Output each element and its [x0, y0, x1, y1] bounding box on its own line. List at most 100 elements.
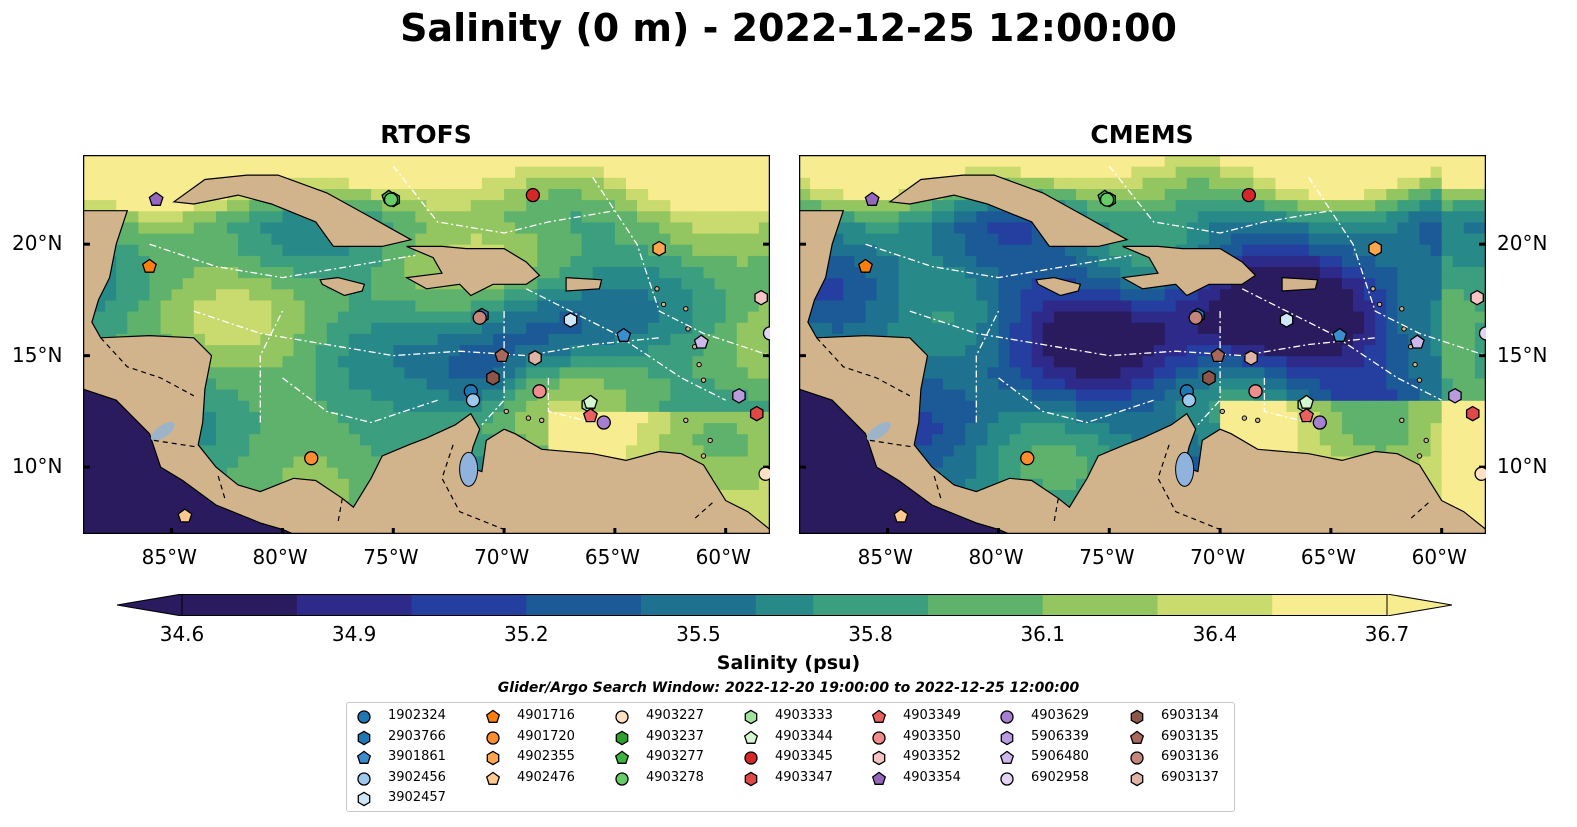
map-frame: [83, 155, 770, 534]
colorbar-tick-label: 34.9: [331, 622, 377, 646]
eez-boundary: [282, 377, 438, 424]
legend-label: 4902476: [517, 769, 575, 785]
land-0: [888, 174, 1129, 248]
legend-marker-hexagon: [357, 730, 371, 745]
search-window-text: Glider/Argo Search Window: 2022-12-20 19…: [497, 680, 1080, 696]
panel-title-cmems: CMEMS: [1090, 120, 1194, 149]
obs-marker-4902355: [1368, 240, 1382, 257]
obs-marker-5906339: [1448, 387, 1462, 404]
x-tick-label: 65°W: [1300, 545, 1357, 569]
obs-marker-6903137: [528, 350, 542, 366]
country-border: [692, 502, 713, 522]
colorbar-label: Salinity (psu): [716, 652, 861, 674]
colorbar-tick-label: 36.4: [1192, 622, 1238, 646]
legend-symbol: [872, 750, 886, 766]
legend-marker-hexagon: [486, 750, 500, 766]
small-island: [1370, 286, 1376, 292]
legend-marker-pentagon: [614, 750, 630, 764]
legend-symbol: [1000, 710, 1014, 724]
map-panel-rtofs: [83, 155, 770, 534]
colorbar-segment: [755, 594, 814, 616]
colorbar-segment: [1100, 594, 1159, 616]
legend-symbol: [1000, 771, 1014, 786]
colorbar-segment: [1157, 594, 1216, 616]
lake-maracaibo: [1175, 451, 1195, 487]
land-1: [1035, 276, 1082, 297]
legend-marker-circle: [486, 730, 500, 745]
legend-marker-hexagon: [1130, 771, 1144, 786]
small-island: [539, 417, 545, 423]
obs-marker-4903350: [1248, 384, 1263, 399]
obs-marker-4903350: [532, 384, 547, 399]
obs-marker-4903629: [596, 415, 611, 430]
land-2: [1120, 245, 1257, 297]
obs-marker-6902958: [762, 326, 770, 341]
small-island: [683, 306, 689, 312]
country-border: [1053, 498, 1059, 524]
obs-marker-6902958: [1478, 326, 1486, 341]
colorbar-segment: [1272, 594, 1331, 616]
country-border: [441, 444, 505, 531]
eez-boundary: [865, 243, 1132, 279]
legend-label: 4903349: [903, 708, 961, 723]
legend-symbol: [357, 710, 371, 724]
legend-label: 4903277: [646, 749, 704, 764]
legend-symbol: [743, 730, 759, 744]
legend-marker-pentagon: [485, 771, 501, 785]
legend-label: 6903135: [1161, 728, 1219, 744]
small-island: [685, 326, 691, 332]
obs-marker-4903345: [1241, 187, 1257, 203]
colorbar-segment: [239, 594, 298, 616]
legend-symbol: [1000, 730, 1014, 745]
land-2: [404, 245, 541, 297]
colorbar-segment: [354, 594, 413, 616]
legend-marker-circle: [615, 771, 629, 786]
legend-marker-hexagon: [357, 791, 371, 807]
legend-marker-hexagon: [1130, 709, 1144, 725]
obs-marker-4903278: [1099, 192, 1115, 207]
colorbar-segment: [698, 594, 757, 616]
x-tick-label: 85°W: [857, 545, 913, 569]
legend-marker-circle: [872, 730, 886, 745]
small-island: [700, 377, 707, 383]
country-border: [1157, 444, 1221, 531]
legend-marker-pentagon: [999, 750, 1015, 764]
y-tick-label: 15°N: [1497, 342, 1548, 367]
obs-marker-4903352: [754, 289, 768, 306]
legend-marker-hexagon: [1000, 730, 1014, 745]
legend-symbol: [486, 750, 500, 766]
legend-marker-hexagon: [744, 771, 758, 786]
legend-symbol: [486, 730, 500, 745]
legend-marker-circle: [615, 710, 629, 724]
legend-marker-circle: [357, 710, 371, 724]
legend-label: 4903629: [1031, 708, 1089, 723]
legend-symbol: [1130, 771, 1144, 786]
x-tick-label: 85°W: [141, 545, 197, 569]
x-tick-label: 75°W: [1079, 545, 1135, 569]
legend-symbol: [614, 750, 630, 764]
legend-label: 4903344: [775, 728, 833, 744]
small-island: [700, 453, 707, 459]
land-1: [319, 276, 366, 297]
country-border: [217, 475, 226, 499]
legend-marker-pentagon: [356, 750, 372, 764]
obs-marker-6903134: [1202, 370, 1216, 386]
legend-label: 4903333: [775, 708, 833, 723]
obs-marker-4903345: [525, 187, 541, 203]
obs-marker-5906480: [1409, 334, 1425, 349]
legend-symbol: [744, 751, 758, 765]
obs-marker-5906339: [732, 387, 746, 404]
land-0: [172, 174, 413, 248]
y-tick-label: 15°N: [12, 342, 63, 367]
map-frame: [799, 155, 1486, 534]
obs-marker-6903134: [486, 370, 500, 386]
eez-boundary: [998, 377, 1154, 424]
x-tick-label: 65°W: [584, 545, 641, 569]
obs-marker-3901861: [1332, 327, 1348, 342]
colorbar-segment: [1042, 594, 1101, 616]
eez-boundary: [1241, 288, 1442, 401]
legend-label: 2903766: [388, 728, 446, 744]
legend-symbol: [357, 730, 371, 745]
obs-marker-3902457: [563, 312, 578, 328]
x-tick-label: 80°W: [968, 545, 1024, 569]
